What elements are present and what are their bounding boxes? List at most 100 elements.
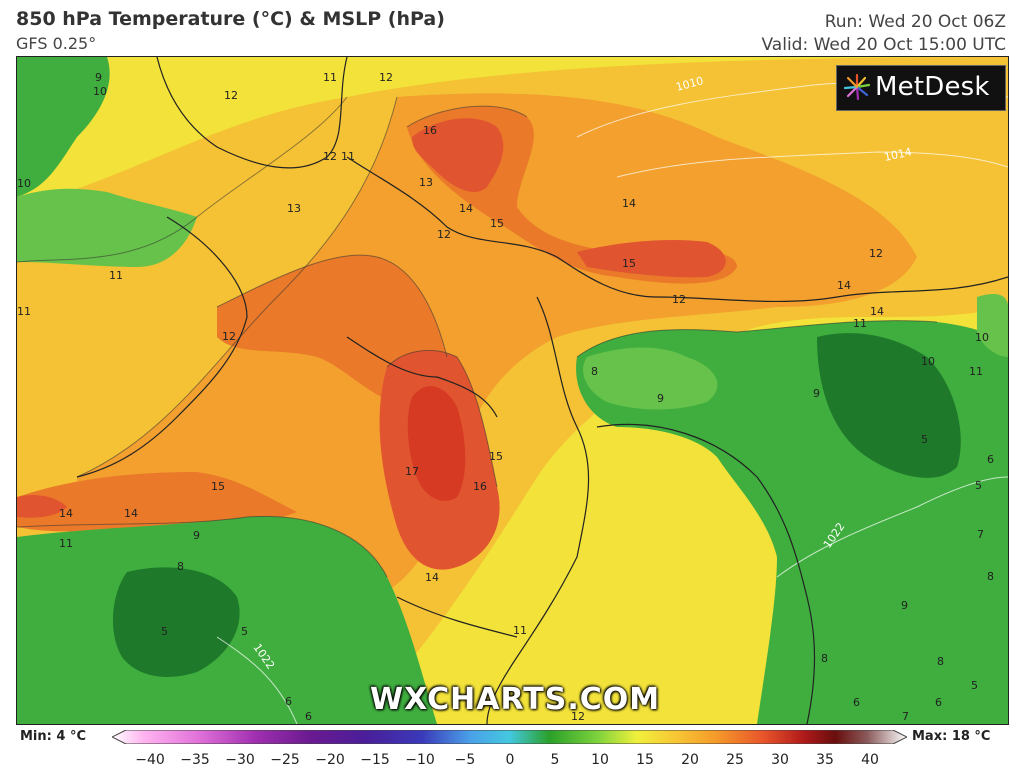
scale-tick: −15 [360,752,390,768]
isotherm-label: 15 [211,480,225,493]
field-orange [77,93,917,598]
field-red-orange-1 [412,118,504,192]
sunburst-logo-icon [843,73,871,101]
isotherm-label: 6 [935,696,942,709]
isotherm-label: 16 [423,124,437,137]
isotherm-label: 15 [489,450,503,463]
isotherm-label: 9 [901,599,908,612]
isotherm-label: 11 [513,624,527,637]
isotherm-label: 12 [869,247,883,260]
isotherm-label: 6 [285,695,292,708]
temperature-field: 9 10 12 11 12 12 11 16 13 13 14 15 12 14… [17,57,1008,724]
field-red-orange-4 [17,495,67,518]
isotherm-label: 7 [977,528,984,541]
isotherm-label: 10 [17,177,31,190]
isotherm-label: 11 [341,150,355,163]
scale-tick: 25 [726,752,744,768]
field-dark-green-e [817,333,961,478]
scale-tick: −40 [135,752,165,768]
isotherm-label: 6 [305,710,312,723]
isotherm-label: 5 [975,479,982,492]
border-lines [76,57,1008,724]
isotherm-label: 11 [59,537,73,550]
scale-tick: 10 [591,752,609,768]
scale-tick: 5 [550,752,560,768]
run-time: Run: Wed 20 Oct 06Z [824,12,1006,32]
isotherm-label: 5 [971,679,978,692]
isotherm-label: 14 [425,571,439,584]
field-dark-green-sw [112,567,240,677]
isotherm-label: 9 [193,529,200,542]
isotherm-label: 5 [241,625,248,638]
isotherm-label: 8 [177,560,184,573]
legend-min: Min: 4 °C [20,729,86,744]
isotherm-label: 12 [224,89,238,102]
wxcharts-watermark: WXCHARTS.COM [370,682,661,717]
scale-tick: 40 [861,752,879,768]
isotherm-labels: 9 10 12 11 12 12 11 16 13 13 14 15 12 14… [17,71,994,723]
field-green-nw [17,57,110,197]
isotherm-label: 8 [987,570,994,583]
legend-max: Max: 18 °C [912,729,991,744]
isotherm-label: 12 [323,150,337,163]
scale-tick: 15 [636,752,654,768]
isotherm-label: 11 [853,317,867,330]
scale-tick: 30 [771,752,789,768]
scale-tick: 20 [681,752,699,768]
field-light-green-e [583,347,718,410]
isotherm-label: 12 [672,293,686,306]
isotherm-label: 14 [870,305,884,318]
isotherm-label: 7 [902,710,909,723]
scale-tick: 0 [505,752,515,768]
isotherm-label: 11 [323,71,337,84]
isotherm-label: 11 [969,365,983,378]
field-red-core [407,386,466,501]
isotherm-label: 10 [975,331,989,344]
valid-time: Valid: Wed 20 Oct 15:00 UTC [761,35,1007,55]
isotherm-label: 8 [937,655,944,668]
isotherm-label: 12 [379,71,393,84]
isotherm-label: 13 [419,176,433,189]
isotherm-label: 9 [657,392,664,405]
field-green-w [17,188,197,267]
isotherm-label: 12 [437,228,451,241]
isotherm-lines [17,96,938,578]
scale-tick: −5 [454,752,476,768]
isotherm-label: 15 [490,217,504,230]
isotherm-label: 8 [821,652,828,665]
field-green-ne [977,294,1008,357]
scale-tick: −25 [270,752,300,768]
model-label: GFS 0.25° [16,34,97,53]
isotherm-label: 5 [161,625,168,638]
isotherm-label: 15 [622,257,636,270]
weather-map[interactable]: 9 10 12 11 12 12 11 16 13 13 14 15 12 14… [16,56,1009,725]
isotherm-label: 17 [405,465,419,478]
isotherm-label: 6 [987,453,994,466]
isotherm-label: 14 [459,202,473,215]
isotherm-label: 14 [124,507,138,520]
isotherm-label: 11 [17,305,31,318]
field-dark-orange-3 [17,472,297,532]
isotherm-label: 9 [95,71,102,84]
logo-text: MetDesk [875,72,990,102]
scale-tick: −35 [180,752,210,768]
isotherm-label: 14 [622,197,636,210]
isotherm-label: 16 [473,480,487,493]
scale-tick: −30 [225,752,255,768]
isotherm-label: 13 [287,202,301,215]
scale-tick: 35 [816,752,834,768]
scale-tick: −10 [405,752,435,768]
isotherm-label: 10 [921,355,935,368]
metdesk-logo: MetDesk [836,65,1006,111]
isotherm-label: 14 [837,279,851,292]
isotherm-label: 11 [109,269,123,282]
isobar-label: 1014 [883,145,913,164]
isotherm-label: 8 [591,365,598,378]
isotherm-label: 12 [222,330,236,343]
isotherm-label: 12 [571,710,585,723]
isotherm-label: 9 [813,387,820,400]
isotherm-label: 14 [59,507,73,520]
color-scale-bar [112,730,907,744]
chart-title: 850 hPa Temperature (°C) & MSLP (hPa) [16,8,445,30]
isotherm-label: 10 [93,85,107,98]
